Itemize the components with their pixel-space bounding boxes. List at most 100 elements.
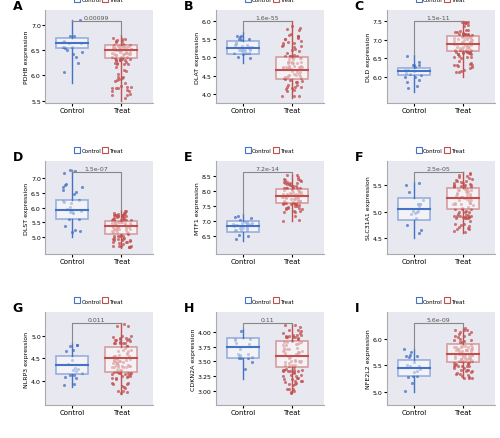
Point	[458, 358, 466, 365]
Point	[126, 237, 134, 244]
Point	[284, 385, 292, 392]
Point	[108, 85, 116, 92]
Point	[240, 49, 248, 56]
Point	[284, 60, 292, 67]
Point	[60, 39, 68, 46]
Point	[467, 187, 475, 194]
Point	[114, 224, 122, 231]
Point	[110, 353, 118, 360]
Point	[126, 356, 134, 363]
Point	[282, 86, 290, 93]
Point	[404, 373, 411, 380]
Point	[466, 218, 474, 225]
Point	[286, 367, 294, 374]
Point	[414, 201, 422, 208]
Point	[294, 93, 302, 100]
Point	[462, 186, 470, 193]
Point	[293, 53, 301, 60]
Point	[108, 228, 116, 235]
Point	[460, 374, 468, 381]
Point	[122, 364, 130, 371]
Point	[282, 333, 290, 340]
Point	[468, 328, 475, 336]
Bar	[448, 344, 479, 363]
Point	[114, 236, 122, 243]
Point	[410, 358, 418, 365]
Point	[461, 215, 469, 222]
Text: 0.011: 0.011	[88, 317, 106, 322]
Point	[291, 357, 299, 364]
Point	[291, 362, 299, 369]
Point	[120, 359, 128, 366]
Point	[122, 57, 130, 64]
Point	[126, 332, 134, 339]
Point	[108, 379, 116, 386]
Point	[408, 379, 416, 386]
Point	[120, 42, 128, 49]
Text: A: A	[12, 0, 22, 13]
Point	[236, 37, 244, 44]
Point	[287, 201, 295, 208]
Point	[450, 180, 458, 187]
Point	[284, 191, 292, 198]
Point	[289, 185, 297, 192]
Point	[282, 192, 290, 199]
Point	[461, 42, 469, 49]
Point	[114, 211, 122, 218]
Point	[296, 64, 304, 71]
Point	[291, 213, 299, 220]
Point	[296, 185, 304, 192]
Point	[468, 176, 476, 183]
Point	[70, 371, 78, 378]
Point	[467, 368, 475, 375]
Point	[118, 383, 126, 390]
Point	[233, 33, 241, 40]
Point	[461, 186, 469, 193]
Point	[230, 336, 238, 343]
Point	[403, 222, 411, 229]
Legend: Control, Treat: Control, Treat	[416, 298, 466, 304]
Point	[110, 45, 118, 52]
Point	[120, 67, 128, 74]
Point	[118, 389, 126, 396]
Y-axis label: NFE2L2 expression: NFE2L2 expression	[366, 329, 371, 389]
Point	[461, 32, 469, 39]
Point	[466, 206, 474, 213]
Point	[297, 178, 305, 185]
Y-axis label: DLST expression: DLST expression	[24, 182, 29, 234]
Point	[286, 181, 294, 188]
Point	[292, 191, 300, 198]
Point	[244, 45, 252, 52]
Point	[126, 372, 134, 379]
Point	[112, 340, 120, 347]
Point	[297, 63, 305, 70]
Point	[463, 346, 471, 353]
Point	[283, 181, 291, 188]
Point	[402, 71, 410, 78]
Point	[109, 381, 117, 388]
Point	[122, 50, 130, 57]
Point	[290, 193, 298, 200]
Point	[450, 184, 458, 191]
Point	[412, 64, 420, 71]
Point	[126, 223, 134, 230]
Text: 7.2e-14: 7.2e-14	[256, 166, 280, 171]
Point	[244, 233, 252, 240]
Point	[452, 49, 460, 57]
Point	[234, 55, 242, 62]
Point	[296, 70, 304, 77]
Point	[289, 199, 297, 206]
Point	[232, 42, 240, 49]
Point	[288, 337, 296, 344]
Legend: Control, Treat: Control, Treat	[246, 148, 294, 154]
Point	[290, 44, 298, 51]
Point	[294, 205, 302, 212]
Bar	[398, 199, 430, 220]
Point	[291, 381, 299, 388]
Point	[115, 44, 123, 51]
Point	[110, 237, 118, 244]
Point	[468, 352, 476, 359]
Point	[283, 172, 291, 179]
Point	[290, 356, 298, 363]
Point	[111, 221, 119, 228]
